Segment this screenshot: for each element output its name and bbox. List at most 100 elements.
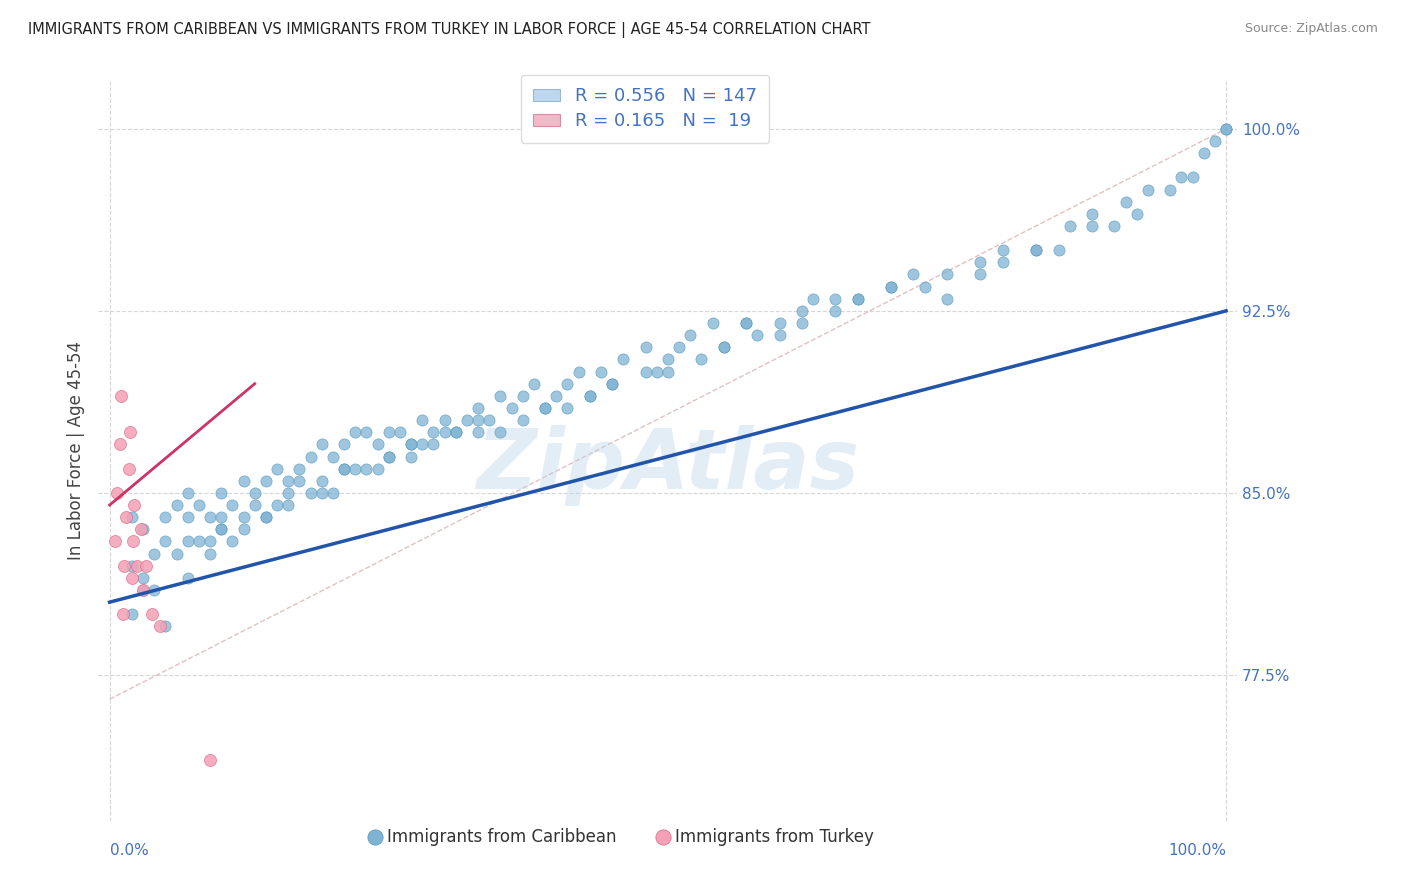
Point — [344, 425, 367, 440]
Point — [122, 498, 145, 512]
Point — [634, 340, 657, 354]
Point — [104, 534, 127, 549]
Point — [557, 376, 579, 391]
Point — [690, 352, 713, 367]
Point — [135, 558, 157, 573]
Point — [634, 365, 657, 379]
Point — [322, 486, 344, 500]
Point — [333, 437, 356, 451]
Point — [209, 522, 232, 536]
Point — [444, 425, 467, 440]
Point — [177, 486, 200, 500]
Point — [112, 558, 135, 573]
Point — [149, 619, 172, 633]
Point — [713, 340, 735, 354]
Point — [266, 498, 288, 512]
Point — [221, 534, 243, 549]
Text: ZipAtlas: ZipAtlas — [477, 425, 859, 506]
Point — [129, 522, 152, 536]
Point — [1159, 182, 1181, 196]
Point — [377, 425, 399, 440]
Point — [880, 279, 903, 293]
Point — [333, 461, 356, 475]
Point — [1081, 219, 1104, 233]
Point — [1215, 121, 1237, 136]
Point — [713, 340, 735, 354]
Point — [299, 450, 322, 464]
Point — [735, 316, 758, 330]
Point — [166, 498, 188, 512]
Point — [254, 510, 277, 524]
Point — [377, 450, 399, 464]
Point — [790, 316, 813, 330]
Point — [768, 316, 790, 330]
Point — [121, 607, 143, 622]
Point — [600, 376, 623, 391]
Point — [1047, 243, 1070, 257]
Point — [121, 510, 143, 524]
Point — [155, 510, 177, 524]
Point — [512, 413, 534, 427]
Point — [232, 474, 254, 488]
Point — [377, 450, 399, 464]
Point — [399, 437, 422, 451]
Point — [1126, 207, 1149, 221]
Point — [1204, 134, 1226, 148]
Point — [1115, 194, 1137, 209]
Point — [747, 328, 769, 343]
Point — [198, 547, 221, 561]
Point — [311, 437, 333, 451]
Point — [143, 547, 166, 561]
Point — [209, 522, 232, 536]
Point — [645, 365, 668, 379]
Point — [288, 474, 311, 488]
Point — [1025, 243, 1047, 257]
Point — [991, 255, 1014, 269]
Point — [467, 413, 489, 427]
Point — [657, 352, 679, 367]
Point — [177, 534, 200, 549]
Point — [121, 571, 143, 585]
Point — [141, 607, 163, 622]
Point — [367, 461, 389, 475]
Point — [880, 279, 903, 293]
Point — [221, 498, 243, 512]
Point — [107, 486, 129, 500]
Point — [388, 425, 411, 440]
Point — [243, 498, 266, 512]
Point — [117, 461, 139, 475]
Point — [824, 292, 846, 306]
Point — [115, 510, 138, 524]
Point — [422, 437, 444, 451]
Point — [288, 461, 311, 475]
Point — [277, 474, 299, 488]
Point — [118, 425, 141, 440]
Point — [177, 510, 200, 524]
Text: 100.0%: 100.0% — [1168, 843, 1226, 858]
Point — [411, 437, 433, 451]
Point — [121, 558, 143, 573]
Point — [277, 486, 299, 500]
Point — [589, 365, 612, 379]
Point — [187, 498, 209, 512]
Point — [467, 425, 489, 440]
Point — [578, 389, 600, 403]
Point — [612, 352, 634, 367]
Point — [489, 389, 512, 403]
Point — [768, 328, 790, 343]
Point — [578, 389, 600, 403]
Point — [333, 461, 356, 475]
Point — [936, 268, 959, 282]
Point — [108, 437, 131, 451]
Point — [512, 389, 534, 403]
Point — [399, 437, 422, 451]
Point — [198, 510, 221, 524]
Point — [444, 425, 467, 440]
Point — [132, 582, 155, 597]
Point — [122, 534, 145, 549]
Point — [155, 534, 177, 549]
Point — [132, 582, 155, 597]
Point — [546, 389, 568, 403]
Point — [657, 365, 679, 379]
Point — [155, 619, 177, 633]
